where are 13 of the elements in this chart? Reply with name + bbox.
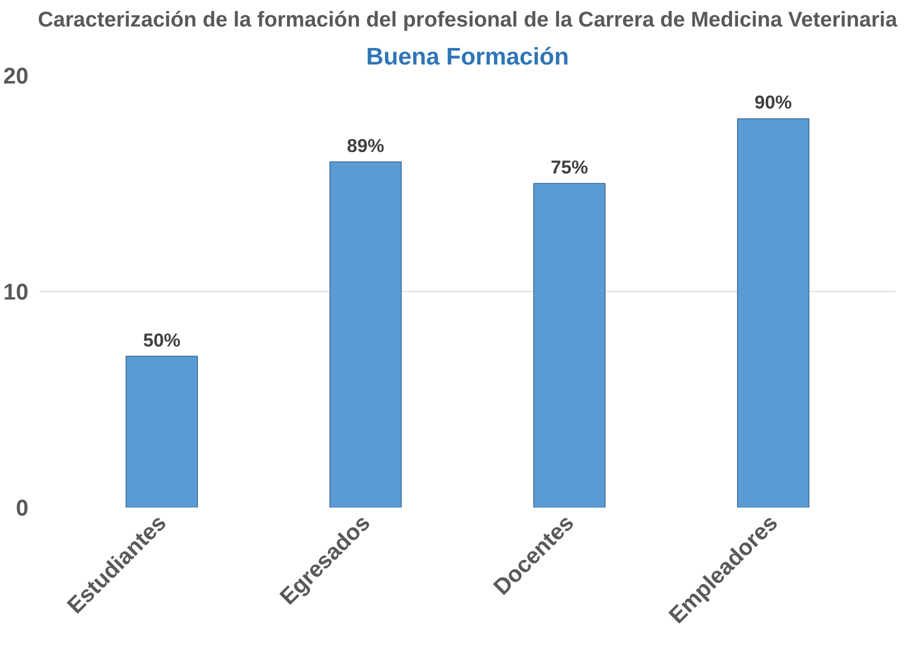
- annotation: 90%: [754, 92, 792, 113]
- y-tick-label: 10: [3, 278, 28, 304]
- y-tick-label: 0: [16, 494, 29, 520]
- bar: [737, 118, 810, 508]
- chart-title: Caracterización de la formación del profesional de la Carrera de Medicina Veterinaria: [38, 8, 898, 32]
- y-tick-label: 20: [3, 62, 28, 88]
- bar: [126, 356, 198, 508]
- bar: [329, 161, 402, 508]
- annotation: 75%: [550, 156, 588, 178]
- bar: [533, 183, 606, 508]
- chart-subtitle: Buena Formación: [366, 44, 569, 70]
- annotation: 50%: [143, 329, 181, 350]
- annotation: 89%: [346, 134, 385, 156]
